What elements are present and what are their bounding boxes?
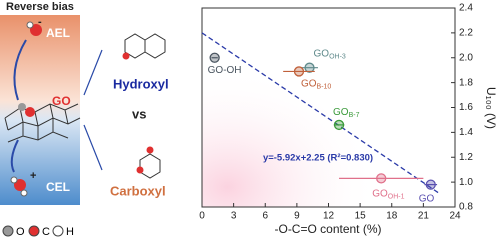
point-subscript: OH-3 <box>329 54 346 61</box>
atom <box>30 24 42 36</box>
y-tick-label: 2.0 <box>459 52 473 63</box>
x-tick-label: 9 <box>294 211 300 222</box>
x-tick-label: 18 <box>386 211 398 222</box>
point-name: GO <box>301 78 317 89</box>
y-tick-label: 1.0 <box>459 177 473 188</box>
vs-label: vs <box>132 106 146 121</box>
point-label: GOB-10 <box>301 78 331 90</box>
sign: - <box>38 16 42 28</box>
point-label: GO <box>419 193 435 204</box>
point-name: GO <box>419 193 435 204</box>
point-subscript: B-10 <box>317 83 332 90</box>
ael-label: AEL <box>46 26 70 40</box>
y-tick-label: 1.8 <box>459 77 473 88</box>
equation: y=-5.92x+2.25 (R²=0.830) <box>263 153 373 164</box>
atom <box>122 52 130 60</box>
y-tick-label: 1.6 <box>459 102 473 113</box>
arrow <box>13 39 27 101</box>
legend-label: O <box>16 226 25 238</box>
atom <box>20 189 28 197</box>
y-tick-label: 1.2 <box>459 152 473 163</box>
sign: + <box>30 170 36 182</box>
atom <box>25 107 35 117</box>
point-name: GO-OH <box>208 64 242 75</box>
legend-label: C <box>42 226 50 238</box>
x-tick-label: 6 <box>262 211 268 222</box>
point <box>209 52 220 63</box>
legend-label: H <box>66 226 74 238</box>
molecule <box>124 33 166 59</box>
carboxyl-label: Carboxyl <box>110 183 166 198</box>
hydroxyl-label: Hydroxyl <box>113 76 169 91</box>
x-tick-label: 12 <box>323 211 335 222</box>
point-subscript: OH-1 <box>388 193 405 200</box>
x-tick-label: 0 <box>199 211 205 222</box>
point-label: GOOH-3 <box>314 48 346 60</box>
point <box>333 119 345 131</box>
point <box>304 62 315 73</box>
go-label: GO <box>52 94 71 108</box>
legend-atom <box>28 225 40 237</box>
point-subscript: B-7 <box>349 112 360 119</box>
y-tick-label: 2.4 <box>459 3 473 14</box>
atom <box>18 103 26 111</box>
point <box>425 179 436 190</box>
atom <box>146 146 154 154</box>
x-axis-label: -O-C=O content (%) <box>274 222 381 236</box>
point-name: GO <box>333 107 349 118</box>
y-tick-label: 0.8 <box>459 202 473 213</box>
x-tick-label: 24 <box>449 211 461 222</box>
point-label: GO-OH <box>208 64 242 75</box>
molecule <box>139 153 161 179</box>
legend-atom <box>52 225 64 237</box>
atom <box>136 166 144 174</box>
cel-label: CEL <box>46 180 70 194</box>
arrow <box>10 139 19 173</box>
figure: Reverse bias AEL GO CEL - + Hydroxyl vs … <box>0 1 498 238</box>
diagram-title: Reverse bias <box>6 1 74 13</box>
point-label: GOOH-1 <box>372 188 404 200</box>
point <box>293 66 305 77</box>
plot-background <box>202 8 455 207</box>
x-tick-label: 3 <box>231 211 237 222</box>
point-name: GO <box>372 188 388 199</box>
point <box>376 173 387 184</box>
y-axis-label: U₁₀₀ (V) <box>484 87 498 129</box>
x-tick-label: 21 <box>418 211 430 222</box>
cell <box>0 15 80 205</box>
point-label: GOB-7 <box>333 107 360 119</box>
y-tick-label: 2.2 <box>459 28 473 39</box>
point-name: GO <box>314 48 330 59</box>
atom <box>14 179 26 191</box>
y-tick-label: 1.4 <box>459 127 473 138</box>
legend-atom <box>2 225 14 237</box>
arrow <box>83 49 103 171</box>
graphene <box>4 103 81 143</box>
atom <box>10 176 18 184</box>
x-tick-label: 15 <box>355 211 367 222</box>
atom <box>26 21 34 29</box>
